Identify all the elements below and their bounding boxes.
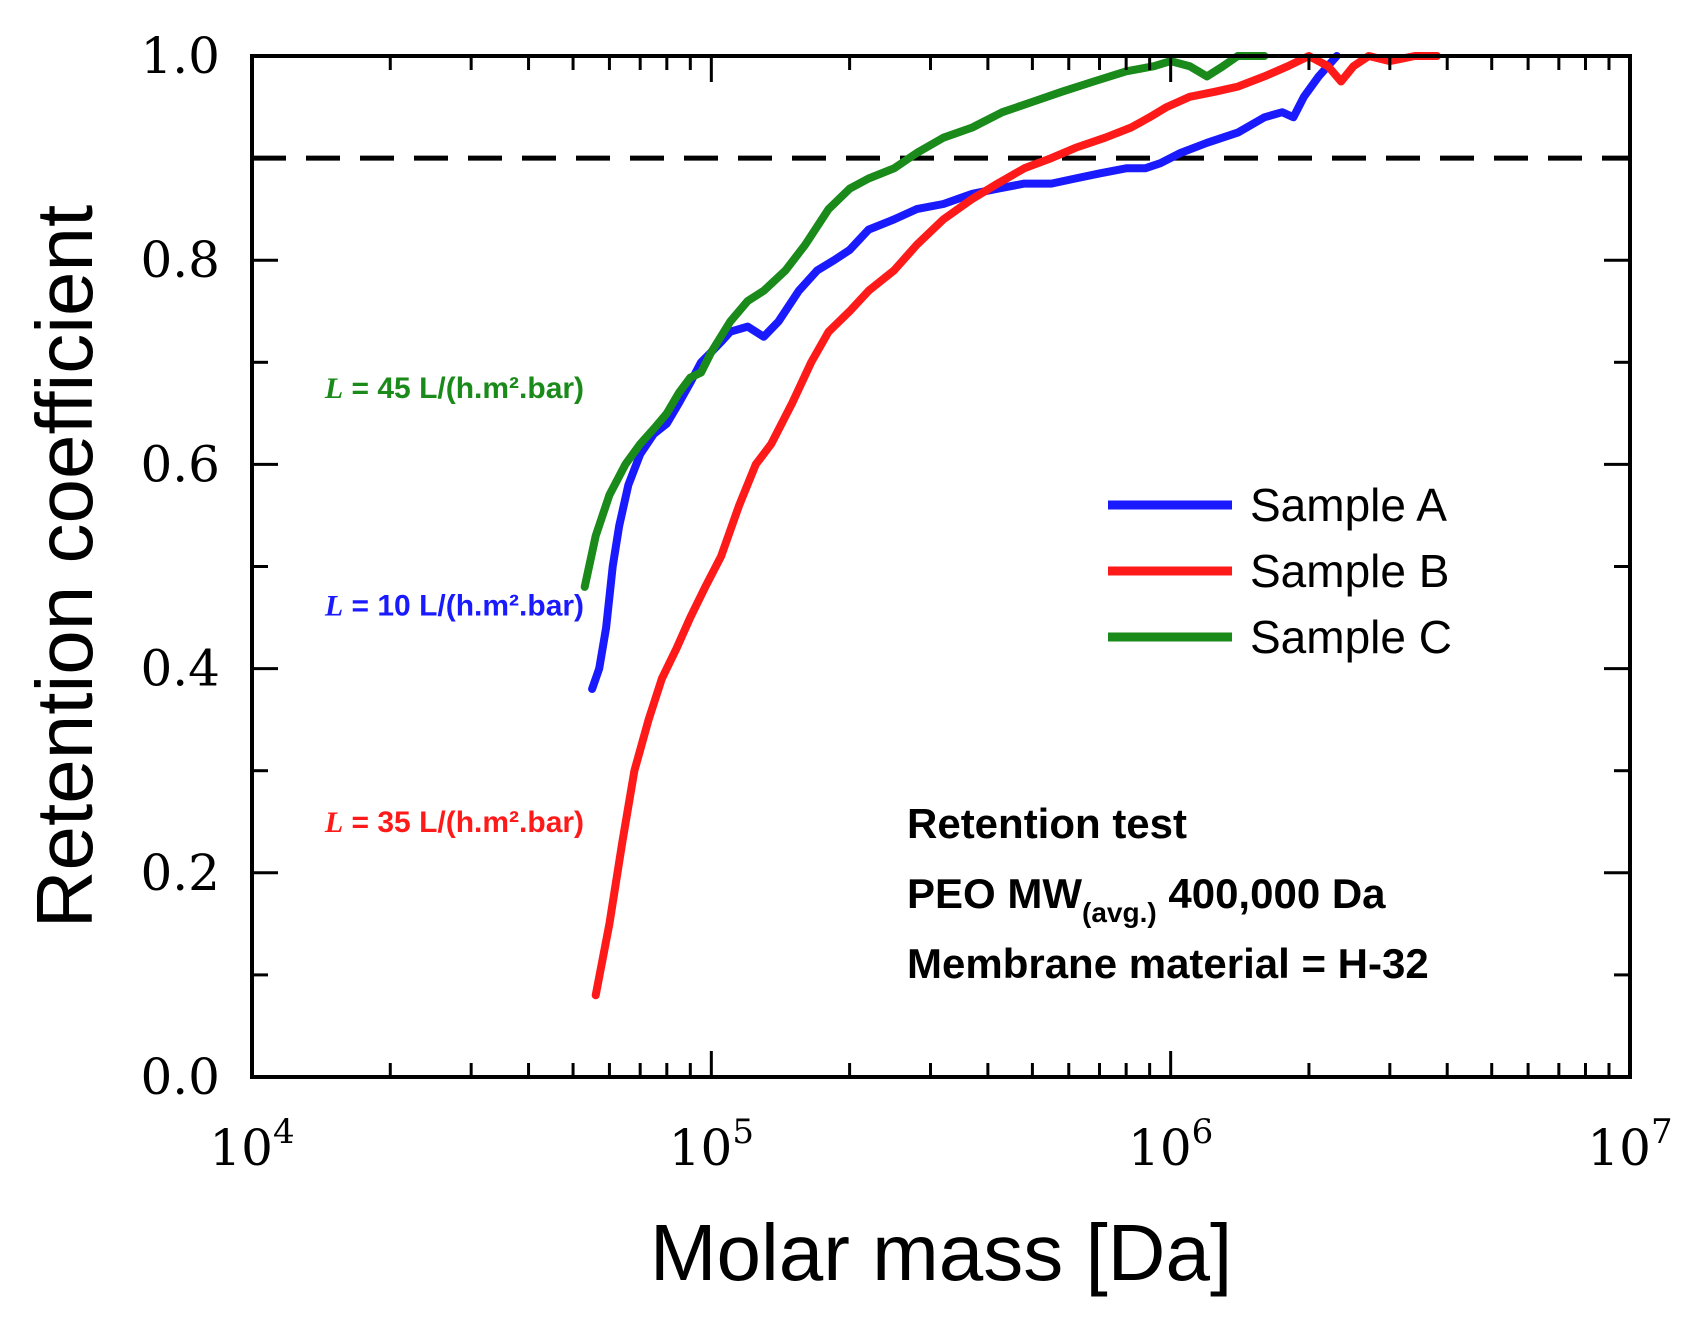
y-tick-label: 0.6 <box>140 435 220 493</box>
flux-label: L = 45 L/(h.m².bar) <box>324 372 584 405</box>
y-tick-label: 1.0 <box>140 27 220 85</box>
legend: Sample A Sample B Sample C <box>1108 479 1452 663</box>
y-tick-label: 0.8 <box>140 231 220 289</box>
legend-label: Sample C <box>1250 611 1452 663</box>
annotation-box: Retention test PEO MW(avg.) 400,000 Da Mem… <box>907 800 1429 987</box>
y-axis-title: Retention coefficient <box>20 205 109 928</box>
tick-layer <box>250 54 1632 1079</box>
x-tick-label: 105 <box>669 1112 754 1177</box>
flux-label: L = 10 L/(h.m².bar) <box>324 590 584 623</box>
series-line-sample-c <box>580 52 1269 591</box>
x-tick-label: 104 <box>209 1112 294 1177</box>
annotation-line: PEO MW(avg.) 400,000 Da <box>907 870 1386 928</box>
annotation-line: Membrane material = H-32 <box>907 940 1429 987</box>
y-tick-label: 0.4 <box>140 640 220 698</box>
x-tick-label: 106 <box>1128 1112 1213 1177</box>
flux-labels: L = 45 L/(h.m².bar) L = 10 L/(h.m².bar) L … <box>324 372 584 839</box>
label-layer: 104 105 106 107 0.0 0.2 0.4 0.6 0.8 1.0 <box>140 27 1672 1177</box>
legend-label: Sample A <box>1250 479 1447 531</box>
x-tick-label: 107 <box>1587 1112 1672 1177</box>
annotation-line: Retention test <box>907 800 1187 847</box>
y-tick-label: 0.0 <box>140 1048 220 1106</box>
x-axis-title: Molar mass [Da] <box>650 1208 1232 1297</box>
flux-label: L = 35 L/(h.m².bar) <box>324 806 584 839</box>
legend-label: Sample B <box>1250 545 1449 597</box>
y-tick-label: 0.2 <box>140 844 220 902</box>
